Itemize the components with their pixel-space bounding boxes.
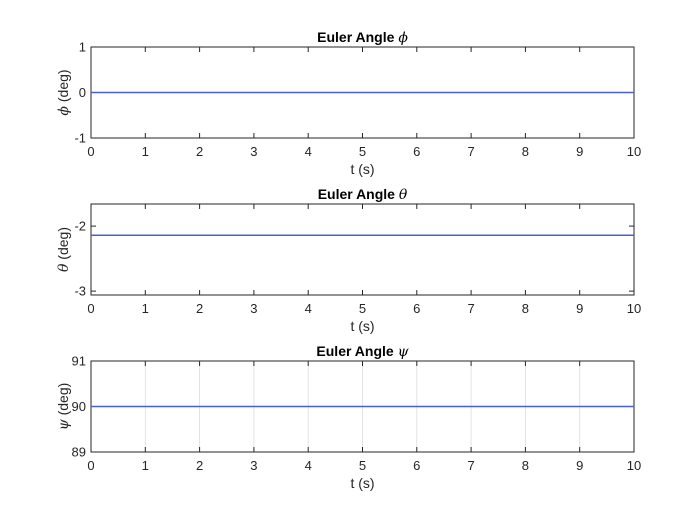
- y-tick-label: 91: [72, 354, 86, 369]
- chart-title-symbol: θ: [399, 187, 408, 203]
- x-tick-label: 7: [467, 144, 474, 159]
- x-tick-label: 10: [627, 301, 641, 316]
- x-tick-label: 1: [142, 144, 149, 159]
- x-tick-label: 8: [522, 301, 529, 316]
- chart-title-text: Euler Angle: [317, 29, 398, 45]
- x-axis-label: t (s): [350, 161, 374, 177]
- chart-title: Euler Angle ψ: [316, 343, 409, 360]
- x-tick-label: 7: [467, 301, 474, 316]
- x-tick-label: 1: [142, 458, 149, 473]
- x-tick-label: 3: [250, 458, 257, 473]
- y-axis-label-symbol: θ: [56, 263, 72, 272]
- x-axis-label: t (s): [350, 318, 374, 334]
- chart-panel-2: 0 1 2 3 4 5 6 7 8 9 10 -3 -2 Euler Angle θ t (s) θ (deg…: [55, 186, 641, 334]
- y-tick-label: 0: [79, 85, 86, 100]
- x-tick-label: 4: [305, 144, 312, 159]
- y-tick-label: -2: [74, 219, 86, 234]
- chart-title-text: Euler Angle: [316, 343, 397, 359]
- y-axis-label-text: (deg): [55, 383, 71, 420]
- x-tick-label: 0: [87, 144, 94, 159]
- y-axis-label: ϕ (deg): [55, 69, 72, 115]
- x-tick-label: 9: [576, 144, 583, 159]
- x-tick-label: 6: [413, 144, 420, 159]
- x-tick-label: 5: [359, 301, 366, 316]
- y-axis-label: ψ (deg): [55, 383, 72, 431]
- x-tick-label: 9: [576, 458, 583, 473]
- x-tick-label: 3: [250, 144, 257, 159]
- x-axis-label: t (s): [350, 475, 374, 491]
- x-tick-label: 2: [196, 458, 203, 473]
- x-tick-label: 10: [627, 144, 641, 159]
- y-tick-label: -1: [74, 131, 86, 146]
- y-tick-label: -3: [74, 284, 86, 299]
- y-axis-label-text: (deg): [55, 69, 71, 106]
- y-axis-label-symbol: ϕ: [56, 106, 72, 116]
- x-tick-label: 9: [576, 301, 583, 316]
- y-axis-label-text: (deg): [55, 227, 71, 264]
- x-tick-label: 2: [196, 301, 203, 316]
- y-tick-label: 1: [79, 40, 86, 55]
- x-tick-label: 2: [196, 144, 203, 159]
- x-tick-label: 6: [413, 301, 420, 316]
- x-tick-label: 6: [413, 458, 420, 473]
- x-tick-label: 3: [250, 301, 257, 316]
- y-axis-label-symbol: ψ: [56, 418, 72, 430]
- chart-title: Euler Angle ϕ: [317, 29, 408, 46]
- x-tick-label: 7: [467, 458, 474, 473]
- plot-area: [90, 203, 635, 296]
- x-tick-label: 10: [627, 458, 641, 473]
- x-tick-label: 5: [359, 458, 366, 473]
- chart-title-symbol: ϕ: [398, 30, 408, 46]
- chart-title-symbol: ψ: [398, 344, 410, 360]
- x-tick-label: 1: [142, 301, 149, 316]
- x-tick-label: 4: [305, 458, 312, 473]
- chart-title-text: Euler Angle: [318, 186, 399, 202]
- x-tick-label: 0: [87, 458, 94, 473]
- x-tick-label: 0: [87, 301, 94, 316]
- x-tick-label: 8: [522, 144, 529, 159]
- chart-title: Euler Angle θ: [318, 186, 408, 203]
- y-tick-label: 89: [72, 445, 86, 460]
- x-tick-label: 8: [522, 458, 529, 473]
- y-axis-label: θ (deg): [55, 227, 72, 272]
- y-tick-label: 90: [72, 399, 86, 414]
- x-tick-label: 5: [359, 144, 366, 159]
- x-tick-label: 4: [305, 301, 312, 316]
